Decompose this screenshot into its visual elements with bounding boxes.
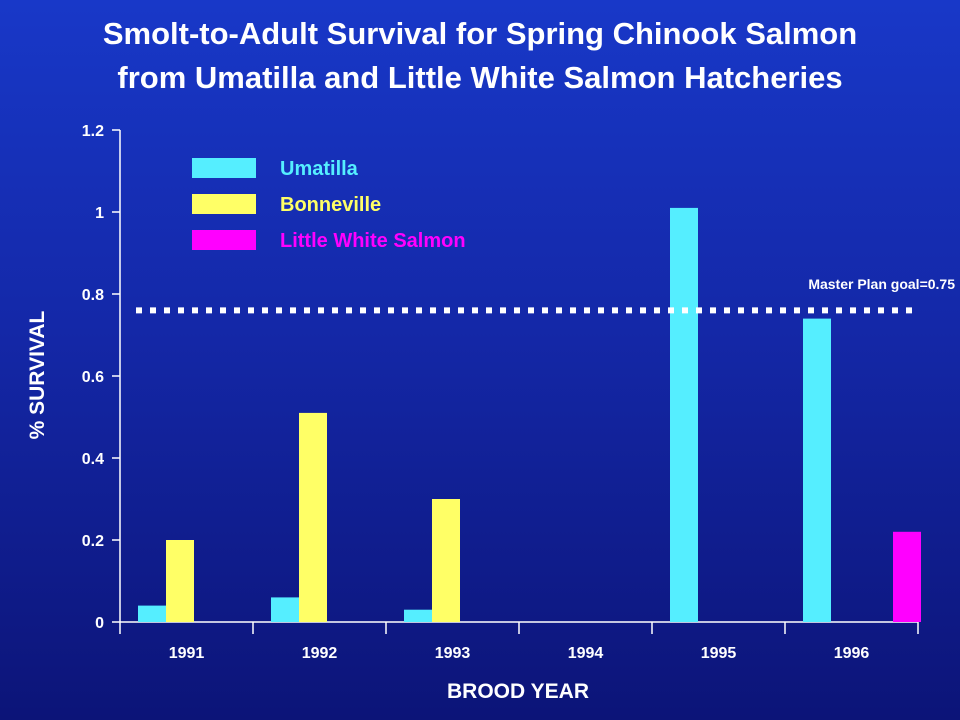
bar-bonneville-1991 — [166, 540, 194, 622]
y-tick-label: 0.2 — [82, 533, 104, 550]
legend-label-little-white-salmon: Little White Salmon — [280, 230, 466, 252]
master-plan-goal-label: Master Plan goal=0.75 — [808, 276, 955, 292]
legend-swatch-umatilla — [192, 158, 256, 178]
y-axis-label: % SURVIVAL — [26, 310, 49, 439]
axes: 0 0.2 0.4 0.6 0.8 1 1.2 1991 1992 1993 1994 1995 199… — [82, 123, 919, 662]
y-tick-label: 0.8 — [82, 287, 104, 304]
x-tick-label: 1995 — [701, 645, 737, 662]
bar-bonneville-1993 — [432, 499, 460, 622]
y-tick-label: 1 — [95, 205, 104, 222]
reference-line-group: Master Plan goal=0.75 — [136, 276, 955, 314]
chart-title-line-2: from Umatilla and Little White Salmon Ha… — [117, 60, 843, 95]
legend-label-bonneville: Bonneville — [280, 194, 381, 216]
y-tick-label: 0 — [95, 615, 104, 632]
x-tick-label: 1993 — [435, 645, 471, 662]
bar-umatilla-1991 — [138, 605, 166, 622]
bar-umatilla-1992 — [271, 597, 299, 622]
x-tick-label: 1994 — [568, 645, 604, 662]
legend-swatch-little-white-salmon — [192, 230, 256, 250]
x-axis-label: BROOD YEAR — [447, 680, 589, 703]
chart-title-line-1: Smolt-to-Adult Survival for Spring Chino… — [102, 16, 858, 51]
x-tick-label: 1992 — [302, 645, 338, 662]
chart-title: Smolt-to-Adult Survival for Spring Chino… — [0, 12, 960, 100]
x-tick-label: 1996 — [834, 645, 870, 662]
legend: Umatilla Bonneville Little White Salmon — [192, 158, 466, 252]
bar-umatilla-1993 — [404, 609, 432, 622]
bar-umatilla-1995 — [670, 207, 698, 622]
legend-label-umatilla: Umatilla — [280, 158, 359, 180]
y-tick-label: 0.4 — [82, 451, 104, 468]
bars — [138, 207, 921, 622]
y-tick-label: 1.2 — [82, 123, 104, 140]
bar-bonneville-1992 — [299, 412, 327, 622]
bar-umatilla-1996 — [803, 318, 831, 622]
bar-little-white-salmon-1996 — [893, 531, 921, 622]
legend-swatch-bonneville — [192, 194, 256, 214]
y-tick-label: 0.6 — [82, 369, 104, 386]
x-tick-label: 1991 — [169, 645, 205, 662]
